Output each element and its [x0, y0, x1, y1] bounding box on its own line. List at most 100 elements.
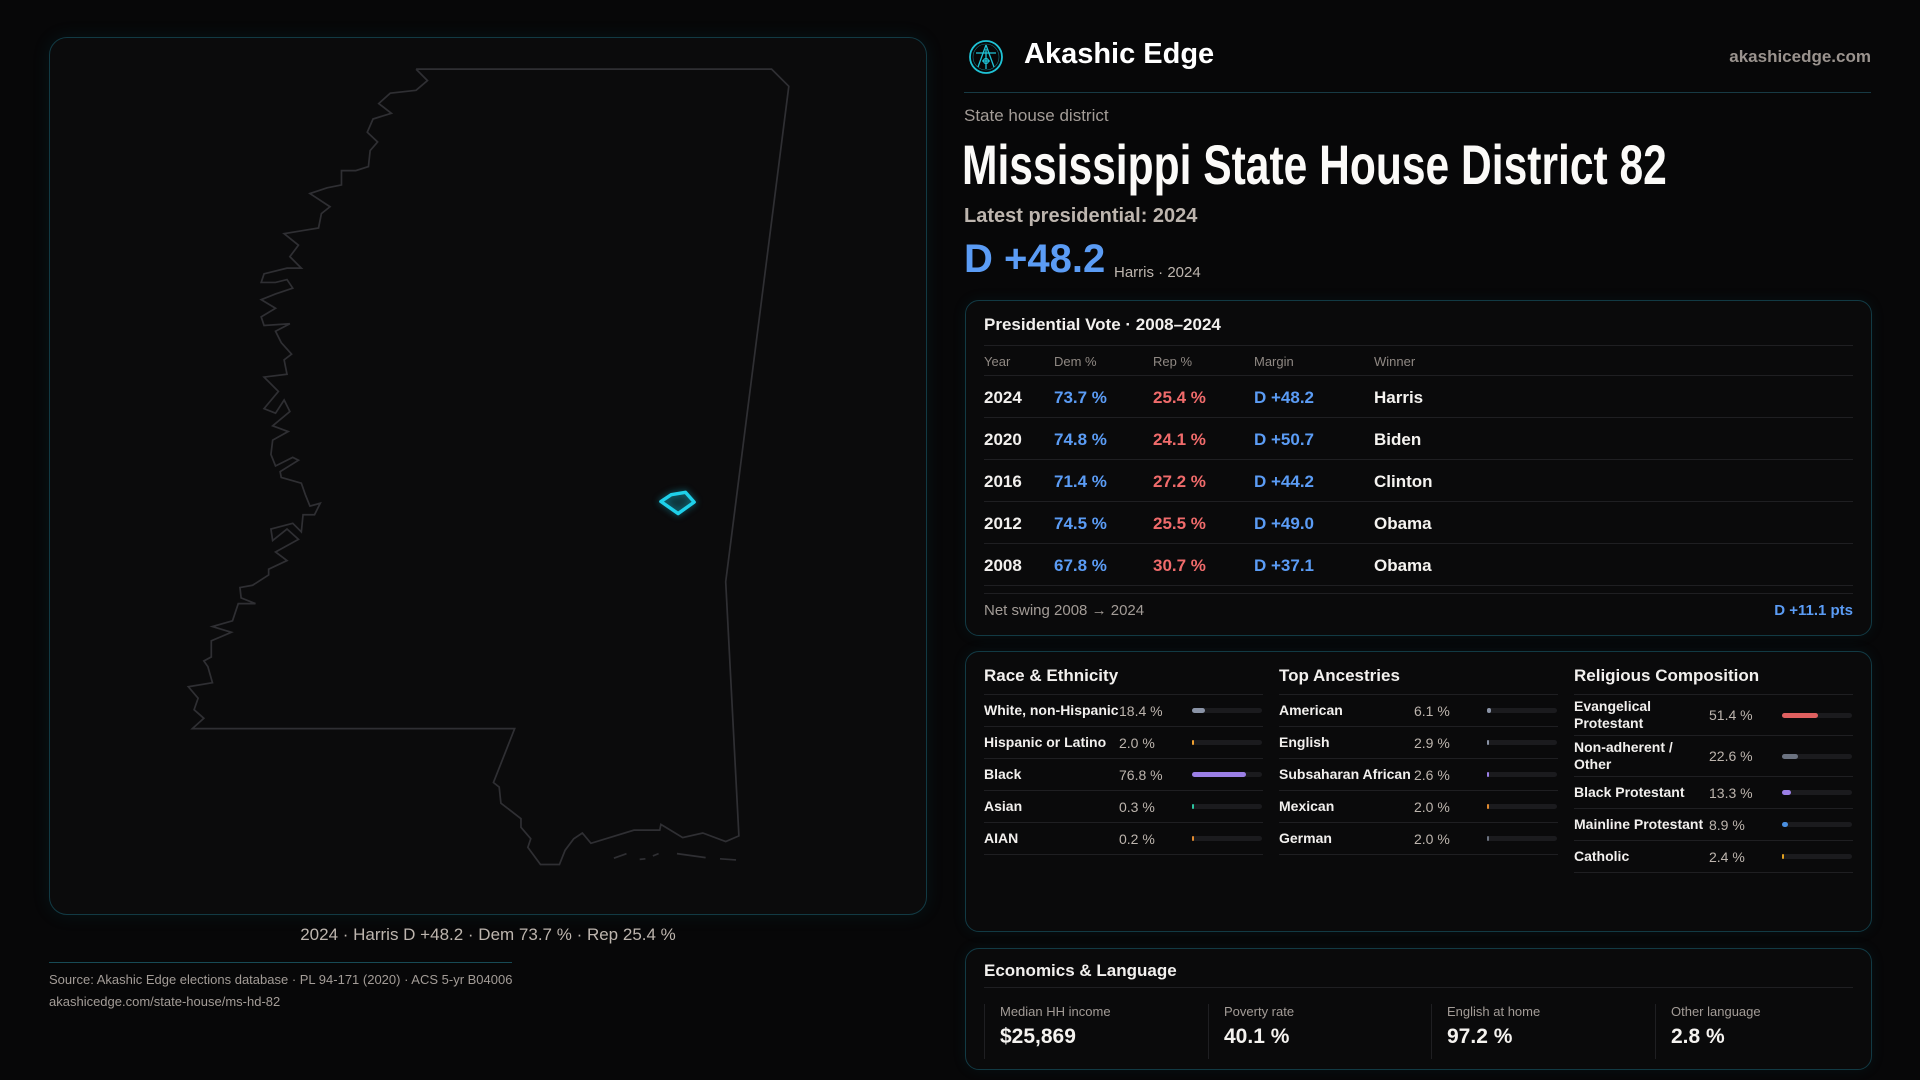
demographic-row: Evangelical Protestant 51.4 %	[1574, 695, 1853, 736]
cell-year: 2024	[984, 388, 1022, 407]
row-label: American	[1279, 702, 1343, 718]
row-label: English	[1279, 734, 1330, 750]
demographic-row: Mexican 2.0 %	[1279, 791, 1558, 823]
stat-label: Poverty rate	[1224, 1004, 1295, 1019]
row-value: 2.0 %	[1414, 830, 1450, 847]
share-bar	[1487, 772, 1557, 777]
stat-label: Median HH income	[1000, 1004, 1111, 1019]
demographic-row: American 6.1 %	[1279, 695, 1558, 727]
row-label: Subsaharan African	[1279, 766, 1411, 782]
row-value: 8.9 %	[1709, 816, 1745, 833]
site-link[interactable]: akashicedge.com	[1729, 47, 1871, 66]
share-bar	[1782, 712, 1852, 718]
row-label: Evangelical Protestant	[1574, 698, 1652, 731]
share-bar-fill	[1192, 772, 1246, 777]
district-map[interactable]	[49, 37, 927, 915]
share-bar	[1487, 740, 1557, 745]
presidential-card-title: Presidential Vote · 2008–2024	[984, 315, 1221, 334]
share-bar	[1487, 836, 1557, 841]
demographic-row: AIAN 0.2 %	[984, 823, 1263, 855]
table-row: 2012 74.5 % 25.5 % D +49.0 Obama	[984, 502, 1853, 544]
row-label: Black	[984, 766, 1022, 782]
cell-dem: 71.4 %	[1054, 472, 1107, 491]
divider	[984, 593, 1853, 594]
row-value: 0.2 %	[1119, 830, 1155, 847]
stat-label: English at home	[1447, 1004, 1541, 1019]
cell-winner: Harris	[1374, 388, 1424, 407]
stat-value: 97.2 %	[1447, 1025, 1513, 1048]
row-label: Black Protestant	[1574, 784, 1685, 800]
header-divider	[964, 92, 1871, 93]
table-row: 2008 67.8 % 30.7 % D +37.1 Obama	[984, 544, 1853, 586]
share-bar	[1192, 740, 1262, 745]
demographic-row: English 2.9 %	[1279, 727, 1558, 759]
demographic-row: Mainline Protestant 8.9 %	[1574, 809, 1853, 841]
table-row: 2016 71.4 % 27.2 % D +44.2 Clinton	[984, 460, 1853, 502]
row-label: Hispanic or Latino	[984, 734, 1107, 750]
share-bar-fill	[1487, 708, 1492, 713]
cell-year: 2020	[984, 430, 1022, 449]
demographics-card: Race & Ethnicity White, non-Hispanic 18.4 …	[965, 651, 1872, 932]
share-bar	[1192, 708, 1262, 713]
headline-margin: D +48.2	[964, 237, 1106, 281]
row-label: Mainline Protestant	[1574, 816, 1704, 832]
demographic-row: Catholic 2.4 %	[1574, 841, 1853, 873]
district-82-highlight[interactable]	[659, 490, 696, 516]
demographic-section: Top Ancestries American 6.1 % English 2.9 % S…	[1279, 666, 1558, 855]
source-divider	[49, 962, 512, 963]
cell-rep: 25.5 %	[1153, 514, 1206, 533]
row-label: German	[1279, 830, 1332, 846]
share-bar	[1192, 836, 1262, 841]
row-value: 6.1 %	[1414, 702, 1450, 719]
latest-presidential: Latest presidential: 2024	[964, 205, 1198, 227]
gulf-islands	[613, 852, 737, 861]
share-bar-fill	[1782, 790, 1792, 795]
share-bar	[1782, 854, 1852, 859]
demographic-row: Non-adherent / Other 22.6 %	[1574, 736, 1853, 777]
cell-rep: 25.4 %	[1153, 388, 1206, 407]
cell-dem: 73.7 %	[1054, 388, 1107, 407]
stat-value: 2.8 %	[1671, 1025, 1725, 1048]
share-bar	[1782, 790, 1852, 795]
row-value: 51.4 %	[1709, 707, 1753, 723]
stat-tile: English at home 97.2 %	[1431, 1004, 1540, 1059]
col-margin: Margin	[1254, 354, 1294, 369]
col-year: Year	[984, 354, 1011, 369]
share-bar-fill	[1192, 708, 1205, 713]
headline-margin-sub: Harris · 2024	[1114, 264, 1201, 281]
cell-margin: D +48.2	[1254, 388, 1315, 407]
share-bar	[1192, 772, 1262, 777]
net-swing-value: D +11.1 pts	[1774, 602, 1853, 619]
stat-value: $25,869	[1000, 1025, 1076, 1048]
row-value: 76.8 %	[1119, 766, 1163, 783]
row-value: 2.9 %	[1414, 734, 1450, 751]
cell-winner: Obama	[1374, 556, 1432, 575]
mississippi-outline-map	[186, 68, 790, 866]
row-value: 2.0 %	[1119, 734, 1155, 751]
economics-title: Economics & Language	[984, 961, 1177, 980]
share-bar-fill	[1487, 772, 1489, 777]
share-bar-fill	[1782, 854, 1784, 859]
row-value: 22.6 %	[1709, 748, 1753, 764]
cell-winner: Biden	[1374, 430, 1422, 449]
cell-winner: Obama	[1374, 514, 1432, 533]
row-label: White, non-Hispanic	[984, 702, 1119, 718]
row-value: 18.4 %	[1119, 702, 1163, 719]
demographic-row: German 2.0 %	[1279, 823, 1558, 855]
row-value: 0.3 %	[1119, 798, 1155, 815]
net-swing-label: Net swing 2008 → 2024	[984, 602, 1145, 619]
stat-value: 40.1 %	[1224, 1025, 1290, 1048]
divider	[1279, 694, 1558, 695]
cell-margin: D +50.7	[1254, 430, 1315, 449]
cell-margin: D +49.0	[1254, 514, 1315, 533]
presidential-vote-card: Presidential Vote · 2008–2024 Year Dem %…	[965, 300, 1872, 636]
demographic-section: Religious Composition Evangelical Protest…	[1574, 666, 1853, 873]
page-url[interactable]: akashicedge.com/state-house/ms-hd-82	[49, 994, 281, 1009]
col-dem: Dem %	[1054, 354, 1097, 369]
cell-winner: Clinton	[1374, 472, 1433, 491]
row-label: Mexican	[1279, 798, 1335, 814]
cell-rep: 27.2 %	[1153, 472, 1206, 491]
map-caption: 2024 · Harris D +48.2 · Dem 73.7 % · Rep…	[300, 925, 676, 944]
demographic-row: Black 76.8 %	[984, 759, 1263, 791]
col-rep: Rep %	[1153, 354, 1193, 369]
